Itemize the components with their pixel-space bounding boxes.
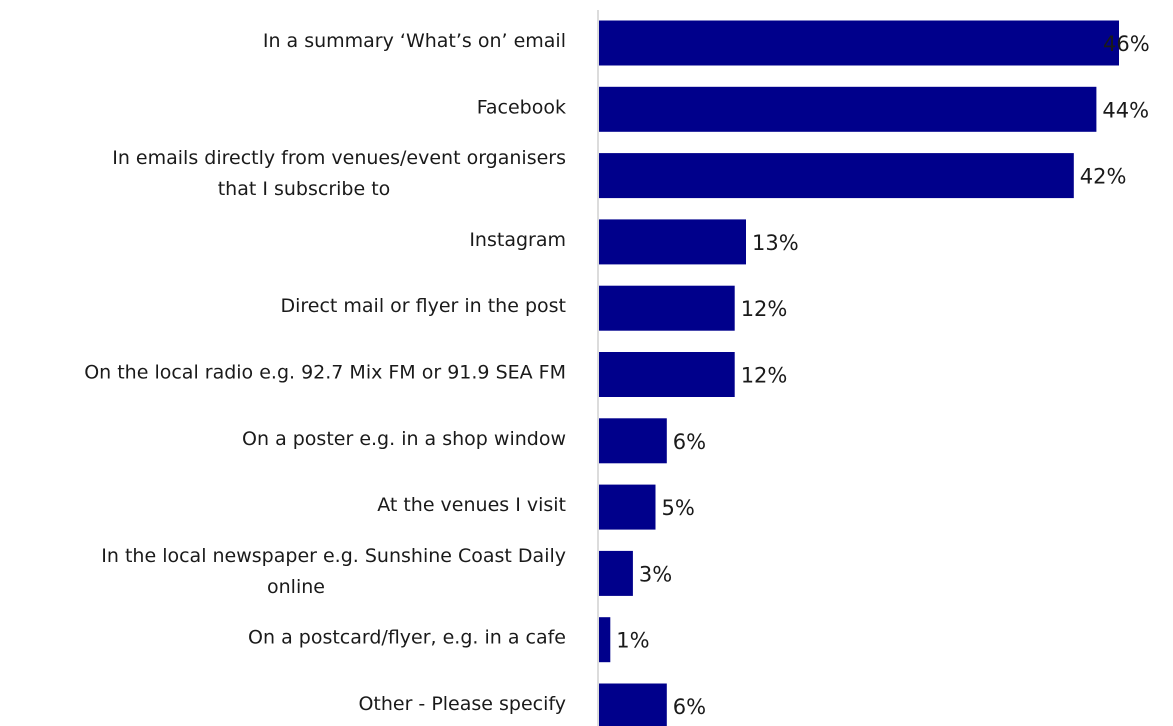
category-label-line: At the venues I visit <box>377 494 566 516</box>
bar-10 <box>599 617 611 663</box>
category-label-2: Facebook <box>477 96 566 118</box>
bar-2 <box>599 86 1097 132</box>
category-labels: In a summary ‘What’s on’ email Facebook In… <box>84 30 566 715</box>
category-label-8: At the venues I visit <box>377 494 566 516</box>
category-label-10: On a postcard/flyer, e.g. in a cafe <box>248 627 566 649</box>
category-label-5: Direct mail or flyer in the post <box>280 295 566 317</box>
bar-1 <box>599 20 1119 66</box>
bar-8 <box>599 484 656 530</box>
value-label-5: 12% <box>741 297 788 321</box>
category-label-line: On the local radio e.g. 92.7 Mix FM or 9… <box>84 362 566 384</box>
category-label-line: Other - Please specify <box>358 693 566 715</box>
value-label-1: 46% <box>1103 32 1150 56</box>
value-label-10: 1% <box>616 629 649 653</box>
category-label-1: In a summary ‘What’s on’ email <box>263 30 566 52</box>
bar-3 <box>599 153 1074 199</box>
category-label-9: In the local newspaper e.g. Sunshine Coa… <box>101 545 566 598</box>
bar-11 <box>599 683 667 726</box>
bar-6 <box>599 352 735 397</box>
value-label-3: 42% <box>1080 165 1127 189</box>
category-label-7: On a poster e.g. in a shop window <box>242 428 566 450</box>
value-label-11: 6% <box>673 695 706 719</box>
bar-9 <box>599 550 633 596</box>
category-label-line: On a poster e.g. in a shop window <box>242 428 566 450</box>
bar-4 <box>599 219 746 265</box>
bars-layer <box>599 20 1119 726</box>
value-label-6: 12% <box>741 364 788 388</box>
category-label-line: that I subscribe to <box>218 178 391 200</box>
value-labels: 46% 44% 42% 13% 12% 12% 6% 5% 3% 1% 6% <box>616 32 1149 719</box>
value-label-8: 5% <box>662 496 695 520</box>
category-label-6: On the local radio e.g. 92.7 Mix FM or 9… <box>84 362 566 384</box>
value-label-2: 44% <box>1102 98 1149 122</box>
category-label-line: Direct mail or flyer in the post <box>280 295 566 317</box>
category-label-line: In emails directly from venues/event org… <box>112 147 566 169</box>
category-label-line: In the local newspaper e.g. Sunshine Coa… <box>101 545 566 567</box>
category-label-11: Other - Please specify <box>358 693 566 715</box>
category-label-line: In a summary ‘What’s on’ email <box>263 30 566 52</box>
value-label-9: 3% <box>639 562 672 586</box>
category-label-line: Facebook <box>477 96 566 118</box>
value-label-4: 13% <box>752 231 799 255</box>
category-label-line: online <box>267 576 325 598</box>
bar-5 <box>599 285 735 331</box>
category-label-4: Instagram <box>469 229 566 251</box>
value-label-7: 6% <box>673 430 706 454</box>
bar-7 <box>599 418 667 464</box>
category-label-line: Instagram <box>469 229 566 251</box>
category-label-3: In emails directly from venues/event org… <box>112 147 566 200</box>
category-label-line: On a postcard/flyer, e.g. in a cafe <box>248 627 566 649</box>
